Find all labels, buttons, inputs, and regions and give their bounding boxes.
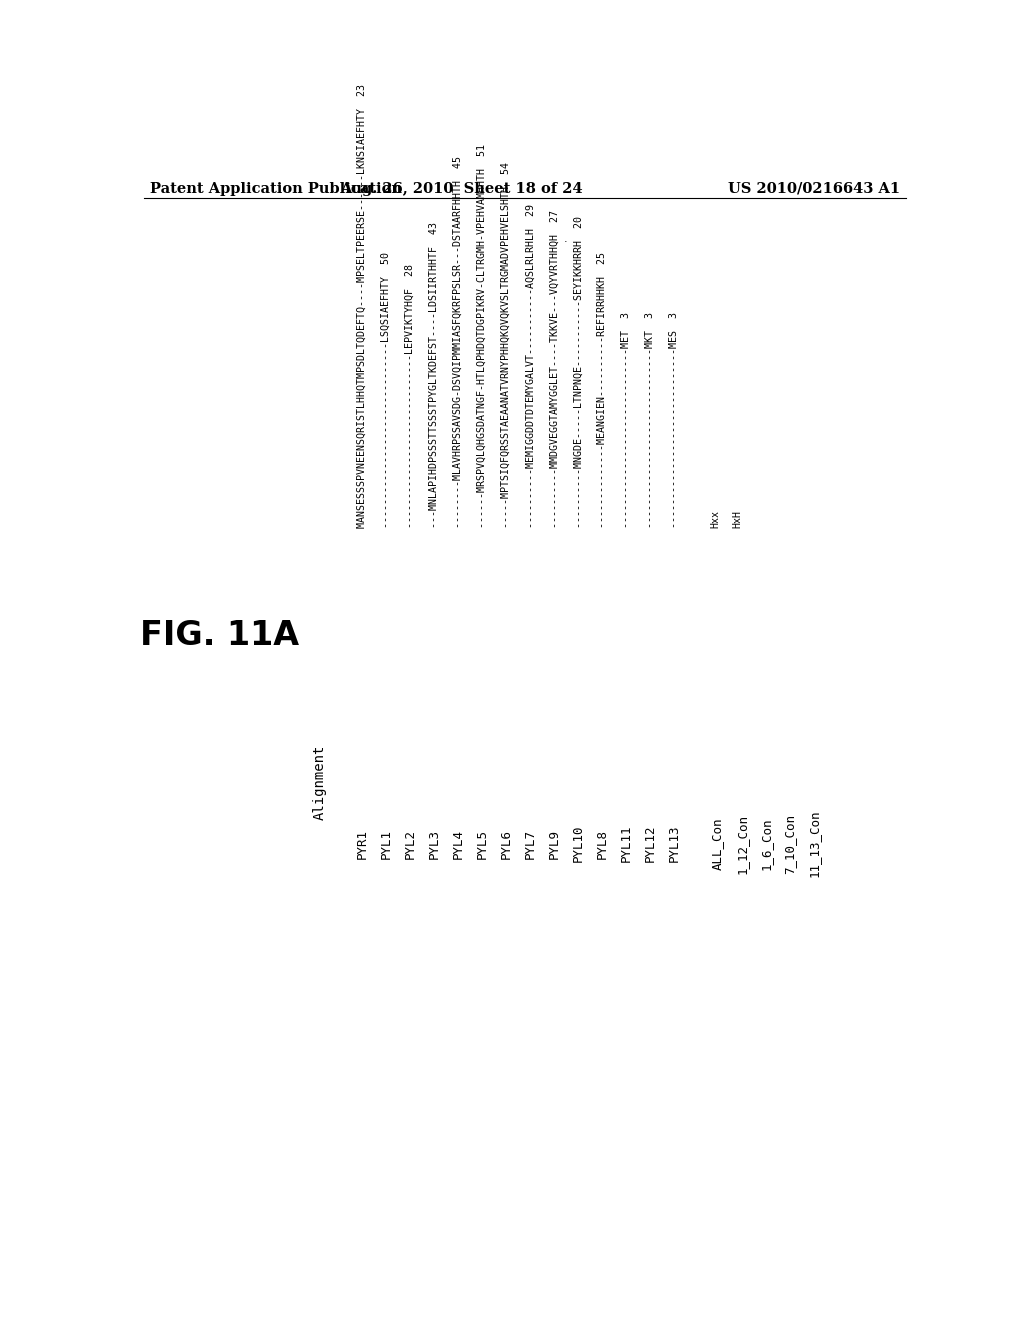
Text: 11_13_Con: 11_13_Con	[807, 810, 820, 878]
Text: ALL_Con: ALL_Con	[712, 817, 724, 870]
Text: --------------MEANGIEN----------REFIRRHHKH  25: --------------MEANGIEN----------REFIRRHH…	[597, 252, 607, 528]
Text: Patent Application Publication: Patent Application Publication	[150, 182, 401, 195]
Text: PYR1: PYR1	[355, 829, 369, 859]
Text: 1_6_Con: 1_6_Con	[760, 817, 772, 870]
Text: PYL11: PYL11	[620, 825, 633, 862]
Text: -------------------------------LSQSIAEFHTY  50: -------------------------------LSQSIAEFH…	[381, 252, 391, 528]
Text: ------MRSPVQLQHGSDATNGF-HTLQPHDQTDGPIKRV-CLTRGMH-VPEHVAMHHTH  51: ------MRSPVQLQHGSDATNGF-HTLQPHDQTDGPIKRV…	[477, 144, 487, 528]
Text: ------------------------------MET  3: ------------------------------MET 3	[622, 312, 632, 528]
Text: ------------------------------MES  3: ------------------------------MES 3	[670, 312, 679, 528]
Text: ---MNLAPIHDPSSSTTSSSTPYGLTKDEFST----LDSIIRTHHTF  43: ---MNLAPIHDPSSSTTSSSTPYGLTKDEFST----LDSI…	[429, 222, 439, 528]
Text: -----MPTSIQFQRSSTAEAANATVRNYPHHQKQVQKVSLTRGMADVPEHVELSHTH  54: -----MPTSIQFQRSSTAEAANATVRNYPHHQKQVQKVSL…	[501, 162, 511, 528]
Text: Aug. 26, 2010  Sheet 18 of 24: Aug. 26, 2010 Sheet 18 of 24	[340, 182, 583, 195]
Text: PYL12: PYL12	[644, 825, 656, 862]
Text: ----------MEMIGGDDTDTEMYGALVT-----------AQSLRLRHLH  29: ----------MEMIGGDDTDTEMYGALVT-----------…	[525, 205, 536, 528]
Text: Alignment: Alignment	[313, 744, 328, 820]
Text: PYL7: PYL7	[523, 829, 537, 859]
Text: Hxx: Hxx	[711, 510, 721, 528]
Text: PYL9: PYL9	[548, 829, 561, 859]
Text: FIG. 11A: FIG. 11A	[140, 619, 299, 652]
Text: PYL5: PYL5	[476, 829, 488, 859]
Text: 7_10_Con: 7_10_Con	[783, 813, 797, 874]
Text: ----------MMDGVEGGTAMYGGLET----TKKVE---VQYVRTHHQH  27: ----------MMDGVEGGTAMYGGLET----TKKVE---V…	[549, 210, 559, 528]
Text: --------MLAVHRPSSAVSDG-DSVQIPMMIASFQKRFPSLSR---DSTAARFHHTH  45: --------MLAVHRPSSAVSDG-DSVQIPMMIASFQKRFP…	[454, 156, 463, 528]
Text: ----------MNGDE-----LTNPNQE-----------SEYIKKHRRH  20: ----------MNGDE-----LTNPNQE-----------SE…	[573, 216, 584, 528]
Text: US 2010/0216643 A1: US 2010/0216643 A1	[728, 182, 900, 195]
Text: -----------------------------LEPVIKTYHQF  28: -----------------------------LEPVIKTYHQF…	[406, 264, 415, 528]
Text: MANSESSSPVNEENSQRISTLHHQTMPSDLTQDEFTQ----MPSELTPEERSE------LKNSIAEFHTY  23: MANSESSSPVNEENSQRISTLHHQTMPSDLTQDEFTQ---…	[357, 84, 367, 528]
Text: PYL6: PYL6	[500, 829, 513, 859]
Text: 1_12_Con: 1_12_Con	[735, 813, 749, 874]
Text: PYL4: PYL4	[452, 829, 465, 859]
Text: ------------------------------MKT  3: ------------------------------MKT 3	[645, 312, 655, 528]
Text: PYL1: PYL1	[380, 829, 392, 859]
Text: PYL3: PYL3	[428, 829, 440, 859]
Text: PYL2: PYL2	[403, 829, 417, 859]
Text: PYL8: PYL8	[596, 829, 609, 859]
Text: PYL10: PYL10	[571, 825, 585, 862]
Text: .: .	[564, 234, 567, 244]
Text: PYL13: PYL13	[668, 825, 681, 862]
Text: HxH: HxH	[732, 510, 742, 528]
